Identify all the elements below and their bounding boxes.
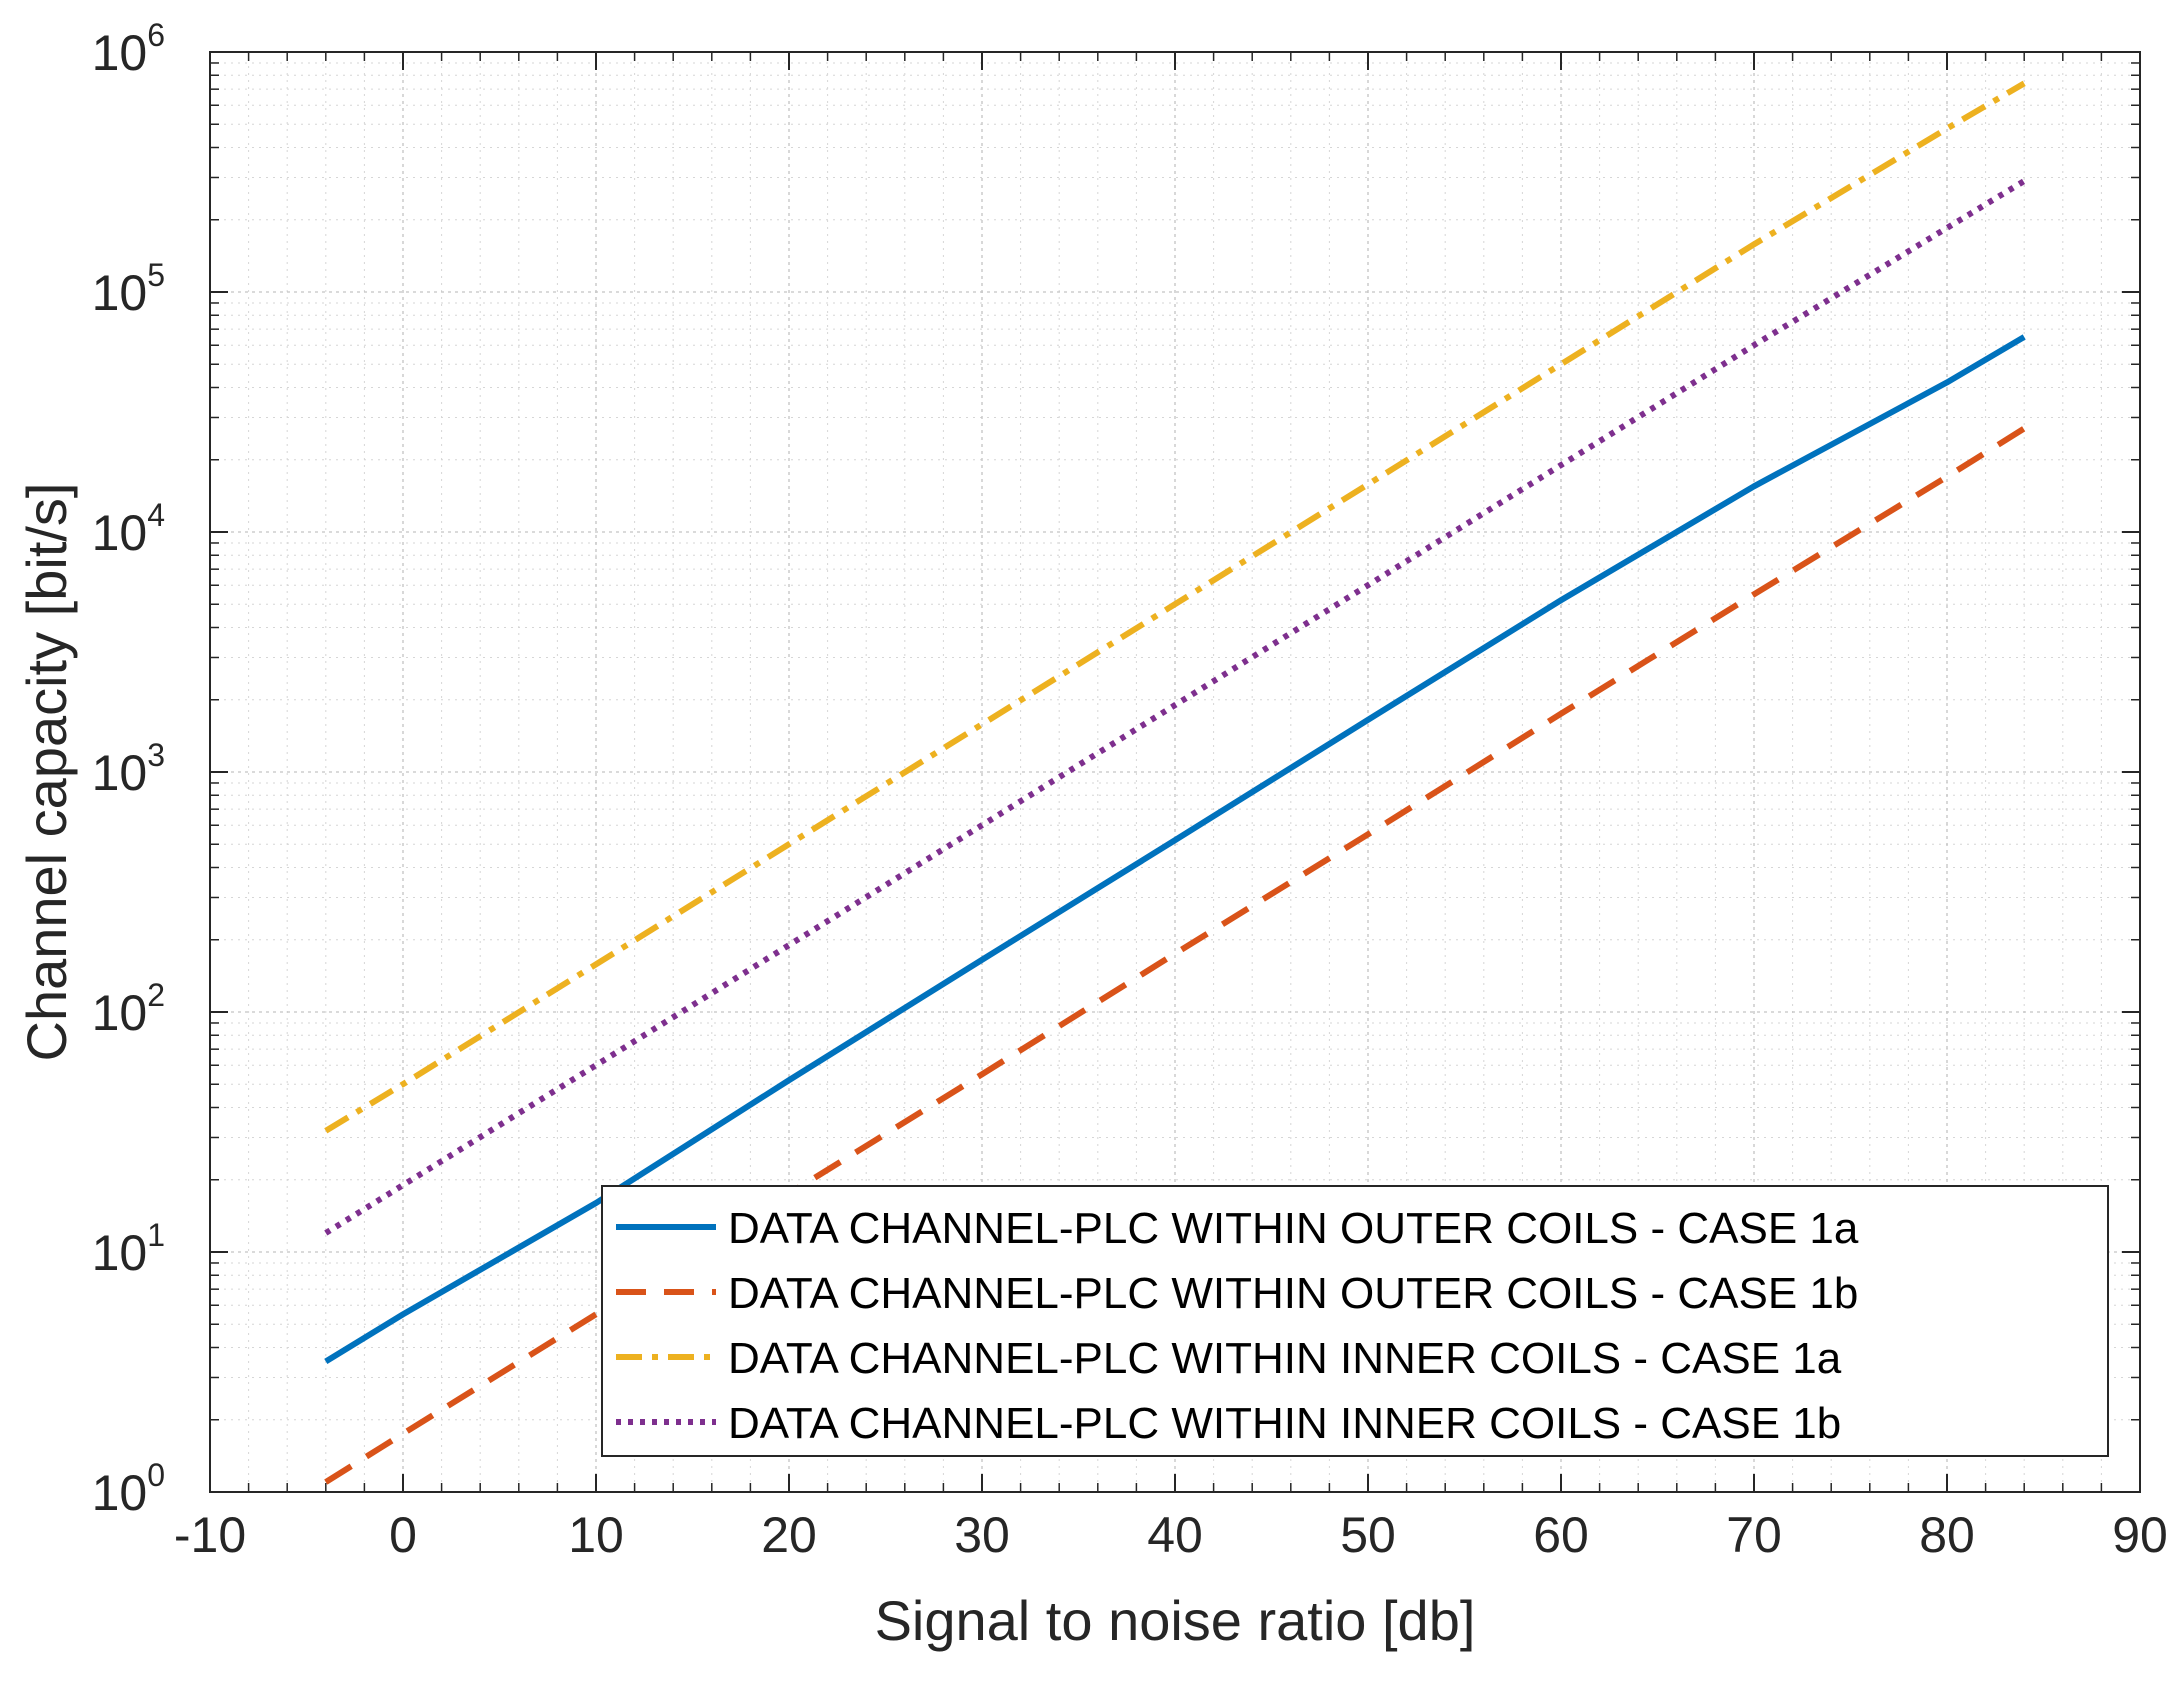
- legend-label-1: DATA CHANNEL-PLC WITHIN OUTER COILS - CA…: [728, 1204, 1859, 1253]
- y-axis-label: Channel capacity [bit/s]: [15, 483, 78, 1062]
- x-tick-labels: -10 0 10 20 30 40 50 60 70 80 90: [174, 1507, 2168, 1563]
- legend-box: [601, 1185, 2109, 1457]
- x-tick-label: 0: [389, 1507, 417, 1563]
- y-tick-label: 103: [92, 737, 165, 801]
- x-tick-label: 40: [1147, 1507, 1203, 1563]
- x-tick-label: 60: [1533, 1507, 1589, 1563]
- legend-items: DATA CHANNEL-PLC WITHIN OUTER COILS - CA…: [616, 1204, 1859, 1448]
- y-tick-label: 104: [92, 497, 165, 561]
- legend: DATA CHANNEL-PLC WITHIN OUTER COILS - CA…: [601, 1185, 2109, 1457]
- y-tick-labels: 100 101 102 103 104 105 106: [92, 17, 165, 1521]
- x-axis-label: Signal to noise ratio [db]: [875, 1589, 1476, 1652]
- x-tick-label: 20: [761, 1507, 817, 1563]
- x-tick-label: -10: [174, 1507, 246, 1563]
- axis-ticks: [209, 51, 2141, 1493]
- x-tick-label: 50: [1340, 1507, 1396, 1563]
- series-line-3: [324, 80, 2026, 1134]
- x-tick-label: 10: [568, 1507, 624, 1563]
- y-tick-label: 100: [92, 1457, 165, 1521]
- y-tick-label: 105: [92, 257, 165, 321]
- series-lines: [324, 80, 2026, 1485]
- series-line-2: [324, 425, 2026, 1485]
- x-tick-label: 90: [2112, 1507, 2168, 1563]
- series-line-1: [324, 334, 2026, 1364]
- y-tick-label: 102: [92, 977, 165, 1041]
- legend-label-2: DATA CHANNEL-PLC WITHIN OUTER COILS - CA…: [728, 1269, 1858, 1318]
- legend-label-3: DATA CHANNEL-PLC WITHIN INNER COILS - CA…: [728, 1334, 1842, 1383]
- y-tick-label: 106: [92, 17, 165, 81]
- series-line-4: [324, 178, 2026, 1236]
- x-tick-label: 80: [1919, 1507, 1975, 1563]
- x-tick-label: 30: [954, 1507, 1010, 1563]
- legend-label-4: DATA CHANNEL-PLC WITHIN INNER COILS - CA…: [728, 1399, 1841, 1448]
- x-tick-label: 70: [1726, 1507, 1782, 1563]
- y-tick-label: 101: [92, 1217, 165, 1281]
